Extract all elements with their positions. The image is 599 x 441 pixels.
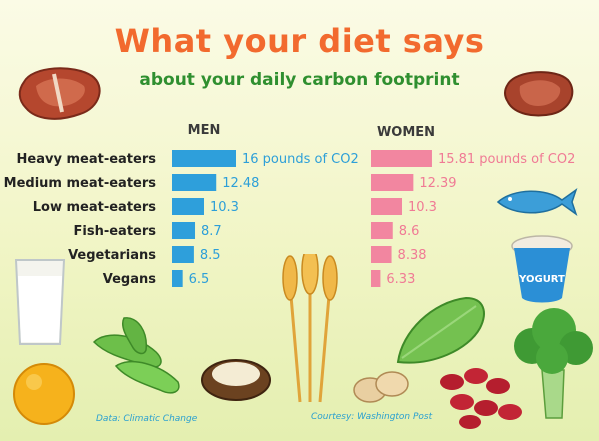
group-label-men: MEN bbox=[188, 123, 221, 138]
men-value-label: 16 pounds of CO2 bbox=[242, 152, 359, 167]
women-value-label: 8.38 bbox=[398, 248, 427, 263]
courtesy-credit: Courtesy: Washington Post bbox=[311, 412, 433, 422]
men-value-label: 8.7 bbox=[201, 224, 222, 239]
wheat-icon bbox=[282, 254, 338, 403]
women-value-label: 6.33 bbox=[386, 272, 415, 287]
women-bar bbox=[371, 150, 432, 167]
kale-leaf-icon bbox=[396, 296, 485, 364]
men-bar bbox=[172, 150, 236, 167]
category-label: Medium meat-eaters bbox=[4, 176, 157, 191]
page-title: What your diet says bbox=[114, 22, 485, 60]
men-bar bbox=[172, 174, 217, 191]
women-bar bbox=[371, 198, 402, 215]
broccoli-icon bbox=[514, 308, 593, 419]
category-label: Vegans bbox=[103, 272, 157, 287]
category-label: Vegetarians bbox=[68, 248, 156, 263]
men-value-label: 6.5 bbox=[189, 272, 210, 287]
data-source-credit: Data: Climatic Change bbox=[96, 414, 198, 424]
men-value-label: 10.3 bbox=[210, 200, 239, 215]
milk-glass-icon bbox=[14, 259, 66, 345]
men-bar bbox=[172, 222, 196, 239]
kidney-beans-icon bbox=[440, 368, 522, 429]
women-bar bbox=[371, 270, 381, 287]
women-value-label: 15.81 pounds of CO2 bbox=[438, 152, 575, 167]
women-bar bbox=[371, 222, 393, 239]
women-value-label: 8.6 bbox=[399, 224, 420, 239]
orange-icon bbox=[13, 363, 75, 425]
men-value-label: 8.5 bbox=[200, 248, 221, 263]
men-value-label: 12.48 bbox=[222, 176, 259, 191]
steak-right-icon bbox=[504, 71, 574, 117]
page-subtitle: about your daily carbon footprint bbox=[139, 70, 460, 90]
category-label: Heavy meat-eaters bbox=[17, 152, 157, 167]
baked-potato-icon bbox=[201, 359, 271, 401]
women-value-label: 10.3 bbox=[408, 200, 437, 215]
edamame-icon bbox=[92, 317, 180, 394]
women-bar bbox=[371, 174, 414, 191]
nuts-icon bbox=[353, 371, 409, 403]
men-bar bbox=[172, 246, 194, 263]
women-bar bbox=[371, 246, 392, 263]
category-label: Fish-eaters bbox=[74, 224, 157, 239]
men-bar bbox=[172, 198, 204, 215]
steak-left-icon bbox=[18, 67, 101, 120]
category-label: Low meat-eaters bbox=[33, 200, 157, 215]
yogurt-label: YOGURT bbox=[518, 274, 565, 285]
women-value-label: 12.39 bbox=[419, 176, 456, 191]
yogurt-icon: YOGURT bbox=[511, 235, 573, 303]
group-label-women: WOMEN bbox=[377, 125, 435, 140]
men-bar bbox=[172, 270, 183, 287]
fish-icon bbox=[496, 188, 578, 216]
